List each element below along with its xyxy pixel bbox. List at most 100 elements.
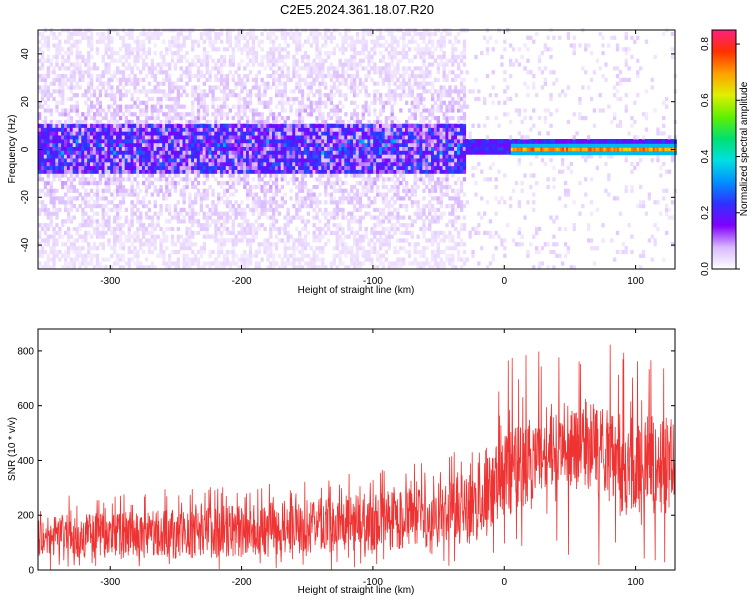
- spectrogram-cell: [121, 127, 126, 132]
- spectrogram-cell: [90, 223, 94, 228]
- spectrogram-cell: [246, 54, 250, 60]
- spectrogram-cell: [43, 39, 48, 44]
- spectrogram-cell: [173, 81, 178, 86]
- spectrogram-cell: [113, 207, 117, 212]
- spectrogram-cell: [283, 265, 287, 270]
- spectrogram-cell: [303, 219, 308, 224]
- spectrogram-cell: [69, 200, 74, 205]
- spectrogram-cell: [321, 100, 325, 105]
- spectrogram-cell: [355, 253, 360, 258]
- spectrogram-cell: [72, 39, 76, 44]
- spectrogram-cell: [272, 43, 276, 48]
- spectrogram-cell: [306, 219, 310, 224]
- spectrogram-cell: [98, 234, 102, 239]
- spectrogram-cell: [225, 35, 230, 40]
- spectrogram-cell: [225, 31, 230, 37]
- spectrogram-cell: [344, 39, 348, 44]
- spectrogram-cell: [324, 35, 328, 40]
- spectrogram-cell: [38, 200, 42, 205]
- spectrogram-cell: [165, 181, 169, 186]
- spectrogram-cell: [312, 62, 316, 67]
- spectrogram-cell: [165, 116, 169, 121]
- spectrogram-cell: [168, 204, 172, 209]
- spectrogram-cell: [194, 192, 198, 197]
- spectrogram-cell: [176, 261, 180, 266]
- spectrogram-cell: [64, 146, 68, 151]
- spectrogram-cell: [81, 200, 85, 205]
- spectrogram-cell: [373, 223, 377, 228]
- spectrogram-cell: [98, 181, 102, 186]
- spectrogram-cell: [191, 116, 195, 121]
- spectrogram-cell: [52, 66, 56, 71]
- spectrogram-cell: [286, 181, 290, 186]
- spectrogram-cell: [248, 223, 253, 228]
- spectrogram-cell: [144, 74, 149, 79]
- spectrogram-cell: [147, 169, 152, 174]
- spectrogram-cell: [208, 261, 212, 266]
- spectrogram-cell: [101, 85, 105, 90]
- spectrogram-cell: [326, 116, 331, 121]
- spectrogram-cell: [248, 58, 253, 63]
- spectrogram-cell: [66, 58, 71, 63]
- spectrogram-cell: [43, 43, 48, 48]
- spectrogram-cell: [168, 104, 172, 109]
- spectrogram-cell: [121, 54, 126, 60]
- spectrogram-cell: [185, 139, 189, 144]
- spectrogram-cell: [283, 142, 287, 147]
- spectrogram-cell: [387, 215, 391, 220]
- spectrogram-cell: [214, 238, 218, 243]
- spectrogram-cell: [335, 181, 339, 186]
- spectrogram-cell: [298, 123, 302, 128]
- spectrogram-cell: [191, 165, 195, 170]
- spectrogram-cell: [318, 89, 322, 94]
- spectrogram-cell: [61, 123, 65, 128]
- spectrogram-cell: [52, 261, 56, 266]
- spectrogram-cell: [387, 74, 391, 79]
- spectrogram-cell: [130, 142, 134, 147]
- spectrogram-cell: [153, 127, 157, 132]
- spectrogram-cell: [188, 257, 192, 262]
- spectrogram-cell: [150, 249, 154, 255]
- spectrogram-cell: [101, 150, 105, 155]
- spectrogram-cell: [289, 169, 293, 174]
- spectrogram-cell: [90, 139, 94, 144]
- spectrogram-cell: [136, 257, 140, 262]
- spectrogram-cell: [274, 62, 279, 67]
- spectrogram-cell: [318, 200, 322, 205]
- spectrogram-cell: [61, 165, 65, 170]
- spectrogram-cell: [272, 81, 276, 86]
- spectrogram-cell: [208, 223, 212, 228]
- spectrogram-cell: [121, 70, 126, 75]
- spectrogram-cell: [324, 131, 328, 136]
- spectrogram-cell: [231, 165, 235, 170]
- spectrogram-cell: [61, 200, 65, 205]
- spectrogram-cell: [173, 66, 178, 71]
- spectrogram-cell: [387, 154, 391, 159]
- spectrogram-cell: [277, 127, 282, 132]
- spectrogram-cell: [254, 234, 258, 239]
- spectrogram-cell: [315, 184, 319, 190]
- spectrogram-cell: [222, 77, 227, 82]
- spectrogram-cell: [52, 96, 56, 102]
- spectrogram-cell: [101, 223, 105, 228]
- spectrogram-cell: [107, 181, 111, 186]
- spectrogram-cell: [292, 150, 296, 155]
- spectrogram-cell: [257, 161, 261, 167]
- spectrogram-cell: [121, 165, 126, 170]
- spectrogram-cell: [116, 188, 120, 193]
- spectrogram-cell: [358, 226, 362, 232]
- spectrogram-cell: [361, 131, 365, 136]
- spectrogram-cell: [251, 35, 256, 40]
- spectrogram-cell: [124, 104, 128, 109]
- spectrogram-cell: [147, 31, 152, 37]
- spectrogram-cell: [274, 123, 279, 128]
- spectrogram-cell: [315, 169, 319, 174]
- spectrogram-cell: [78, 154, 82, 159]
- spectrogram-cell: [121, 112, 126, 117]
- spectrogram-cell: [84, 100, 88, 105]
- spectrogram-cell: [81, 246, 85, 251]
- spectrogram-cell: [306, 158, 310, 163]
- spectrogram-cell: [295, 154, 299, 159]
- spectrogram-cell: [104, 211, 108, 216]
- spectrogram-cell: [312, 35, 316, 40]
